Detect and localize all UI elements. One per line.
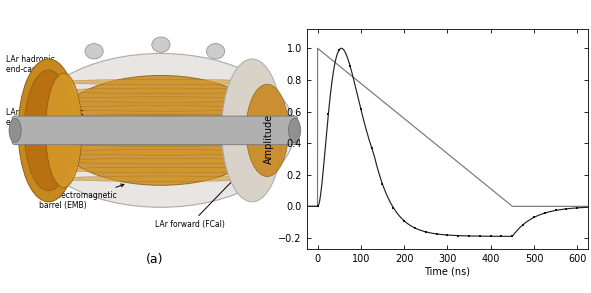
Text: LAr electromagnetic
barrel (EMB): LAr electromagnetic barrel (EMB) — [40, 184, 124, 210]
Ellipse shape — [58, 167, 264, 173]
Ellipse shape — [58, 176, 264, 181]
Text: LAr electromagnetic
end-cap (EMEC): LAr electromagnetic end-cap (EMEC) — [6, 108, 84, 128]
Ellipse shape — [58, 141, 264, 146]
Ellipse shape — [18, 59, 79, 202]
Ellipse shape — [51, 75, 270, 185]
Ellipse shape — [27, 54, 294, 207]
Ellipse shape — [58, 115, 264, 120]
Ellipse shape — [206, 44, 225, 59]
Ellipse shape — [58, 123, 264, 129]
Ellipse shape — [58, 150, 264, 155]
Ellipse shape — [61, 117, 261, 126]
Ellipse shape — [58, 79, 264, 85]
Ellipse shape — [54, 131, 267, 140]
Ellipse shape — [24, 70, 73, 191]
Ellipse shape — [85, 44, 103, 59]
Ellipse shape — [53, 134, 269, 143]
Text: LAr forward (FCal): LAr forward (FCal) — [155, 173, 241, 229]
Ellipse shape — [152, 37, 170, 52]
Ellipse shape — [58, 132, 264, 137]
Text: (a): (a) — [146, 253, 164, 266]
Ellipse shape — [51, 138, 270, 146]
Ellipse shape — [246, 84, 288, 176]
Text: LAr hadronic
end-cap (HEC): LAr hadronic end-cap (HEC) — [6, 55, 63, 84]
Ellipse shape — [58, 106, 264, 111]
Ellipse shape — [58, 97, 264, 102]
Ellipse shape — [62, 114, 259, 123]
Ellipse shape — [58, 88, 264, 93]
Ellipse shape — [46, 73, 82, 188]
Ellipse shape — [58, 124, 264, 133]
Y-axis label: Amplitude: Amplitude — [264, 114, 274, 164]
FancyBboxPatch shape — [12, 116, 298, 145]
X-axis label: Time (ns): Time (ns) — [424, 267, 470, 277]
Ellipse shape — [56, 128, 266, 137]
Ellipse shape — [59, 121, 263, 130]
Ellipse shape — [222, 59, 282, 202]
Ellipse shape — [58, 159, 264, 164]
Ellipse shape — [9, 118, 21, 142]
Ellipse shape — [288, 118, 301, 142]
